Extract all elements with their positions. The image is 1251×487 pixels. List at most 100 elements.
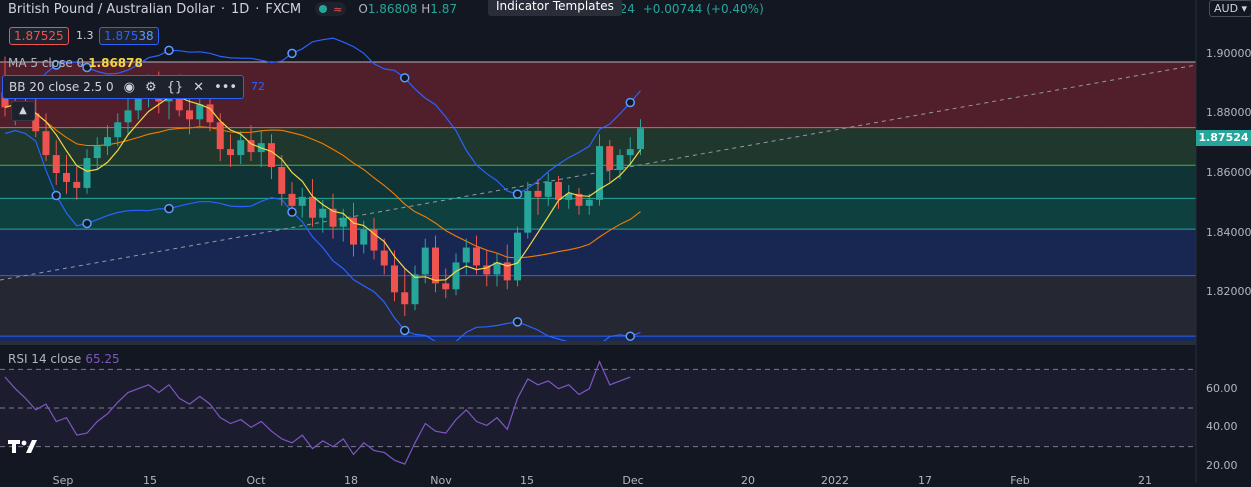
anchor-handle: [512, 317, 523, 327]
more-icon[interactable]: •••: [214, 79, 238, 95]
candle: [350, 202, 357, 257]
collapse-legend-icon[interactable]: ▲: [11, 101, 35, 121]
symbol-name[interactable]: British Pound / Australian Dollar: [8, 1, 215, 17]
candle-body: [585, 199, 593, 206]
candle-body: [503, 262, 511, 281]
candle: [32, 98, 40, 138]
indicator-templates-tooltip: Indicator Templates: [488, 0, 622, 16]
ma-legend[interactable]: MA 5 close 0 1.86878: [8, 56, 143, 70]
time-axis-label: 20: [741, 474, 755, 487]
candle: [432, 235, 439, 293]
candle: [452, 253, 460, 296]
candle-body: [206, 104, 214, 123]
candle: [196, 95, 204, 129]
candle-body: [186, 110, 193, 120]
ohlc-close-change: 524 +0.00744 (+0.40%): [612, 2, 764, 16]
candle: [124, 98, 132, 135]
anchor-handle: [400, 325, 410, 336]
buy-price-button[interactable]: 1.87538: [99, 27, 159, 45]
candle-body: [391, 265, 398, 293]
sell-price-button[interactable]: 1.87525: [9, 27, 69, 45]
gear-icon[interactable]: ⚙: [144, 79, 157, 95]
braces-icon[interactable]: {}: [166, 79, 184, 95]
time-axis-label: Nov: [430, 474, 452, 487]
tradingview-logo[interactable]: [8, 437, 38, 457]
anchor-handle: [164, 45, 174, 56]
spread-value: 1.3: [76, 29, 94, 42]
bb-upper-band: [4, 37, 641, 195]
candle: [421, 238, 429, 284]
candle-body: [380, 250, 388, 266]
candle-body: [278, 167, 286, 194]
candle-body: [32, 113, 40, 132]
candle: [411, 265, 419, 311]
candle-body: [124, 110, 132, 123]
trend-line[interactable]: [0, 64, 1197, 281]
anchor-handle: [82, 62, 92, 73]
candle-body: [555, 181, 562, 200]
candle-body: [93, 146, 101, 159]
candle-body: [216, 122, 224, 150]
candle-body: [473, 247, 480, 266]
time-axis-label: 15: [143, 474, 157, 487]
anchor-handle: [287, 48, 297, 59]
rsi-legend[interactable]: RSI 14 close 65.25: [8, 352, 120, 366]
candle-body: [52, 155, 60, 173]
candle-body: [339, 217, 347, 227]
trendline-handles[interactable]: [51, 45, 635, 342]
anchor-handle: [625, 331, 635, 342]
candle: [104, 125, 111, 156]
time-axis-label: Oct: [246, 474, 266, 487]
candle-body: [237, 140, 245, 156]
anchor-handle: [512, 189, 523, 199]
interval-label[interactable]: 1D: [230, 1, 250, 17]
time-axis-label: Sep: [52, 474, 74, 487]
candle-body: [616, 155, 624, 171]
candle: [63, 155, 70, 194]
candle: [544, 172, 552, 206]
candle: [503, 244, 511, 290]
currency-selector[interactable]: AUD ▾: [1209, 0, 1251, 17]
candle-body: [268, 143, 275, 168]
price-axis-label: 1.86000: [1206, 165, 1251, 179]
candle: [268, 134, 275, 179]
moving-average-line: [4, 96, 641, 282]
candle-body: [606, 146, 614, 171]
time-axis-label: 17: [918, 474, 932, 487]
exchange-label: FXCM: [265, 1, 302, 17]
time-axis-label: 21: [1138, 474, 1152, 487]
candlesticks: [1, 56, 644, 317]
price-axis-label: 1.90000: [1206, 46, 1251, 60]
anchor-handle: [400, 73, 410, 83]
fibonacci-retracement: [0, 61, 1196, 343]
candle: [483, 250, 491, 287]
candle: [52, 140, 60, 185]
eye-icon[interactable]: ◉: [123, 79, 135, 95]
candle-body: [298, 196, 306, 206]
candle-body: [1, 92, 9, 108]
bb-lower-band: [4, 129, 641, 346]
candle: [493, 253, 501, 287]
candle: [514, 226, 521, 287]
candle: [606, 140, 614, 182]
time-axis-label: 15: [520, 474, 534, 487]
candle-body: [288, 193, 296, 206]
time-axis-label: Feb: [1010, 474, 1030, 487]
candle: [329, 193, 337, 239]
candle-body: [411, 274, 419, 305]
candle: [401, 268, 409, 317]
candle-body: [575, 193, 583, 206]
bb-legend-toolbar[interactable]: BB 20 close 2.5 0 ◉ ⚙ {} ✕ •••: [2, 75, 245, 99]
candle-body: [421, 247, 429, 275]
fib-zone: [0, 336, 1196, 343]
rsi-axis-label: 60.00: [1206, 381, 1238, 395]
candle-body: [370, 229, 378, 251]
close-icon[interactable]: ✕: [193, 79, 205, 95]
candle-body: [196, 104, 204, 120]
candle-body: [401, 292, 409, 305]
candle: [462, 238, 470, 275]
candle-body: [534, 190, 542, 197]
candle: [380, 238, 388, 275]
candle-body: [73, 181, 81, 188]
